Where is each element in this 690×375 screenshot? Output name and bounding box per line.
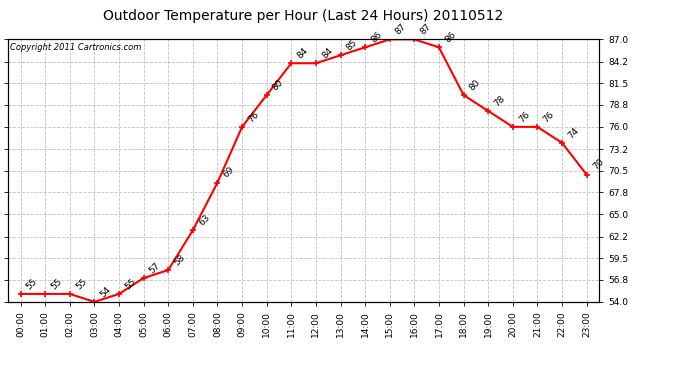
Text: 78: 78 xyxy=(493,94,507,108)
Text: 76: 76 xyxy=(542,110,556,124)
Text: 87: 87 xyxy=(419,22,433,37)
Text: 55: 55 xyxy=(50,277,64,291)
Text: 63: 63 xyxy=(197,213,212,228)
Text: 80: 80 xyxy=(468,78,482,92)
Text: 57: 57 xyxy=(148,261,162,275)
Text: 69: 69 xyxy=(221,165,236,180)
Text: 55: 55 xyxy=(124,277,138,291)
Text: 76: 76 xyxy=(517,110,531,124)
Text: 86: 86 xyxy=(443,30,457,45)
Text: Copyright 2011 Cartronics.com: Copyright 2011 Cartronics.com xyxy=(10,44,141,52)
Text: 85: 85 xyxy=(345,38,359,52)
Text: 86: 86 xyxy=(369,30,384,45)
Text: 54: 54 xyxy=(99,285,113,299)
Text: Outdoor Temperature per Hour (Last 24 Hours) 20110512: Outdoor Temperature per Hour (Last 24 Ho… xyxy=(104,9,504,23)
Text: 84: 84 xyxy=(295,46,310,60)
Text: 55: 55 xyxy=(74,277,88,291)
Text: 87: 87 xyxy=(394,22,408,37)
Text: 58: 58 xyxy=(172,253,187,267)
Text: 84: 84 xyxy=(320,46,335,60)
Text: 70: 70 xyxy=(591,158,605,172)
Text: 55: 55 xyxy=(25,277,39,291)
Text: 80: 80 xyxy=(271,78,286,92)
Text: 74: 74 xyxy=(566,126,580,140)
Text: 76: 76 xyxy=(246,110,261,124)
